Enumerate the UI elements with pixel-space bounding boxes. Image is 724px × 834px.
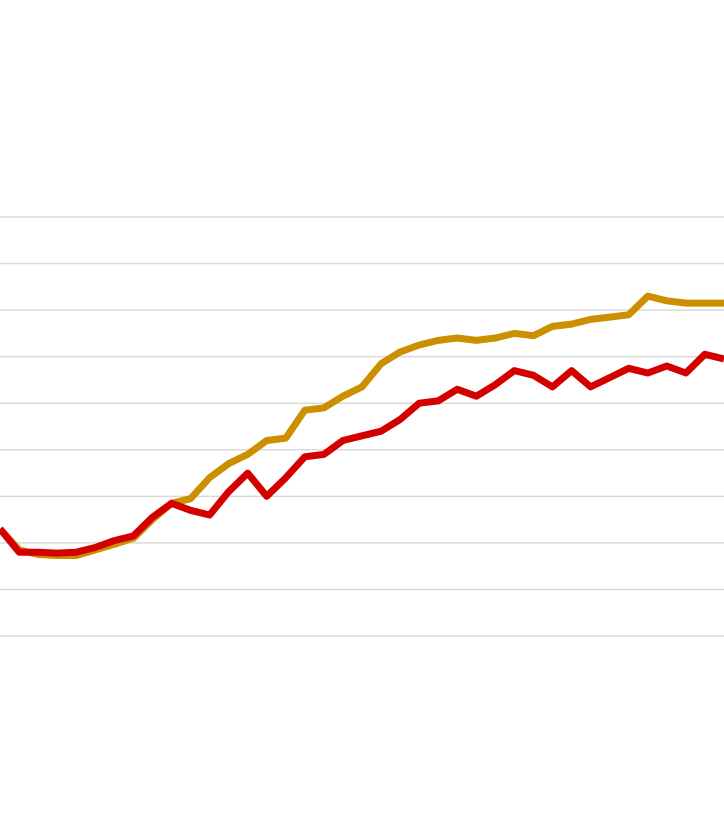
series-layer: [0, 292, 724, 559]
series-line-1: [0, 292, 724, 559]
series-line-2: [0, 350, 724, 557]
gridlines: [0, 216, 724, 637]
